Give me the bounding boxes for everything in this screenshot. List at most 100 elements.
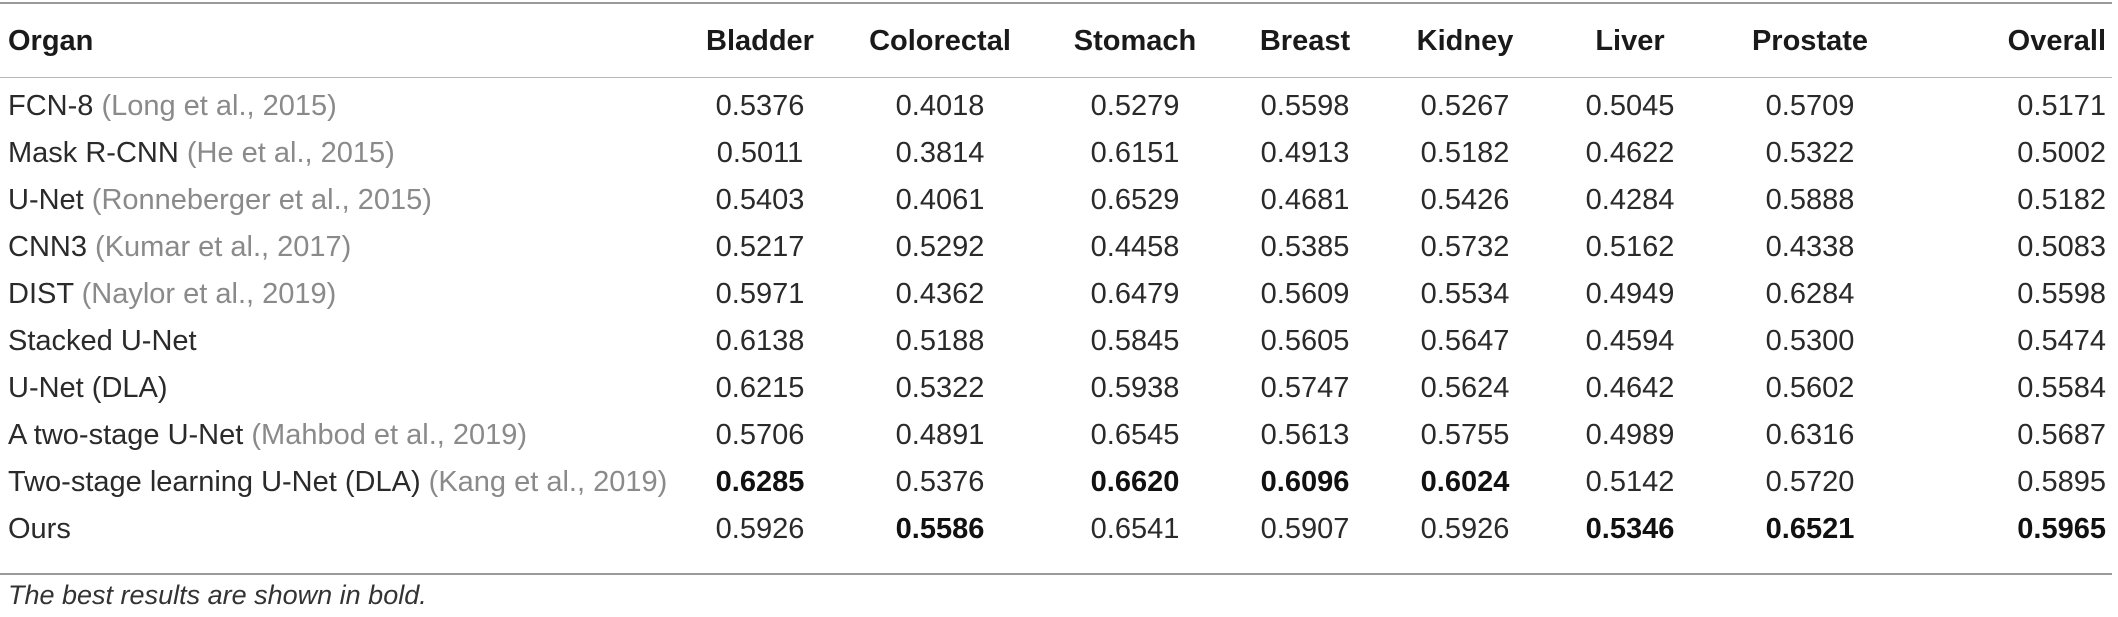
citation-link[interactable]: (Mahbod et al., 2019) (251, 419, 528, 451)
value-cell: 0.6479 (1090, 278, 1180, 310)
header-cell: Liver (1595, 25, 1665, 57)
value-cell: 0.5602 (1765, 372, 1855, 404)
value-cell: 0.5376 (895, 466, 985, 498)
table-footnote: The best results are shown in bold. (8, 580, 427, 610)
value-cell: 0.5965 (2017, 513, 2106, 545)
value-cell: 0.5598 (2017, 278, 2106, 310)
value-cell: 0.4622 (1585, 137, 1675, 169)
table-row: Ours 0.5926 0.5586 0.6541 0.5907 0.5926 0.5346… (0, 506, 2112, 553)
method-name: CNN3 (8, 231, 87, 263)
citation-link[interactable]: (He et al., 2015) (186, 137, 395, 169)
value-cell: 0.5300 (1765, 325, 1855, 357)
value-cell: 0.5888 (1765, 184, 1855, 216)
table-row: Two-stage learning U-Net (DLA) (Kang et … (0, 459, 2112, 506)
value-cell: 0.5747 (1260, 372, 1350, 404)
table-row: CNN3 (Kumar et al., 2017) 0.5217 0.5292 0.4… (0, 224, 2112, 271)
value-cell: 0.4284 (1585, 184, 1675, 216)
value-cell: 0.6284 (1765, 278, 1855, 310)
value-cell: 0.6215 (715, 372, 805, 404)
table-row: A two-stage U-Net (Mahbod et al., 2019) 0… (0, 412, 2112, 459)
value-cell: 0.5971 (715, 278, 805, 310)
method-cell: DIST (Naylor et al., 2019) (0, 271, 680, 318)
citation-link[interactable]: (Kumar et al., 2017) (95, 231, 352, 263)
value-cell: 0.4018 (895, 90, 985, 122)
value-cell: 0.5613 (1260, 419, 1350, 451)
bottom-rule (0, 573, 2112, 575)
value-cell: 0.5322 (1765, 137, 1855, 169)
value-cell: 0.6620 (1090, 466, 1180, 498)
method-name: Two-stage learning U-Net (DLA) (8, 466, 421, 498)
value-cell: 0.3814 (895, 137, 985, 169)
value-cell: 0.4642 (1585, 372, 1675, 404)
value-cell: 0.5895 (2017, 466, 2106, 498)
header-cell: Kidney (1416, 25, 1514, 57)
value-cell: 0.6521 (1765, 513, 1855, 545)
value-cell: 0.5598 (1260, 90, 1350, 122)
header-cell: Colorectal (869, 25, 1011, 57)
value-cell: 0.5045 (1585, 90, 1675, 122)
value-cell: 0.5732 (1420, 231, 1510, 263)
value-cell: 0.5584 (2017, 372, 2106, 404)
value-cell: 0.5002 (2017, 137, 2106, 169)
table-row: Mask R-CNN (He et al., 2015) 0.5011 0.3814… (0, 130, 2112, 177)
value-cell: 0.5403 (715, 184, 805, 216)
value-cell: 0.5171 (2017, 90, 2106, 122)
value-cell: 0.5926 (1420, 513, 1510, 545)
value-cell: 0.4594 (1585, 325, 1675, 357)
method-cell: A two-stage U-Net (Mahbod et al., 2019) (0, 412, 680, 459)
value-cell: 0.6541 (1090, 513, 1180, 545)
citation-link[interactable]: (Kang et al., 2019) (428, 466, 668, 498)
value-cell: 0.6151 (1090, 137, 1180, 169)
value-cell: 0.6545 (1090, 419, 1180, 451)
method-cell: Stacked U-Net (0, 318, 680, 365)
header-rule (0, 77, 2112, 78)
value-cell: 0.5292 (895, 231, 985, 263)
value-cell: 0.5647 (1420, 325, 1510, 357)
value-cell: 0.5938 (1090, 372, 1180, 404)
value-cell: 0.5322 (895, 372, 985, 404)
value-cell: 0.4362 (895, 278, 985, 310)
value-cell: 0.6096 (1260, 466, 1350, 498)
method-name: Mask R-CNN (8, 137, 179, 169)
citation-link[interactable]: (Long et al., 2015) (101, 90, 337, 122)
method-name: FCN-8 (8, 90, 94, 122)
table-row: U-Net (DLA) 0.6215 0.5322 0.5938 0.5747 0.562… (0, 365, 2112, 412)
value-cell: 0.5217 (715, 231, 805, 263)
value-cell: 0.5182 (2017, 184, 2106, 216)
value-cell: 0.5605 (1260, 325, 1350, 357)
method-cell: FCN-8 (Long et al., 2015) (0, 77, 680, 130)
header-row: Organ Bladder Colorectal Stomach Breast … (0, 6, 2112, 77)
value-cell: 0.5720 (1765, 466, 1855, 498)
value-cell: 0.4949 (1585, 278, 1675, 310)
value-cell: 0.4458 (1090, 231, 1180, 263)
value-cell: 0.5609 (1260, 278, 1350, 310)
value-cell: 0.4338 (1765, 231, 1855, 263)
value-cell: 0.5624 (1420, 372, 1510, 404)
value-cell: 0.4061 (895, 184, 985, 216)
value-cell: 0.5267 (1420, 90, 1510, 122)
method-name: U-Net (8, 184, 84, 216)
value-cell: 0.6285 (715, 466, 805, 498)
value-cell: 0.5376 (715, 90, 805, 122)
table-row: DIST (Naylor et al., 2019) 0.5971 0.4362 0.… (0, 271, 2112, 318)
header-cell: Organ (8, 25, 94, 57)
table-row: U-Net (Ronneberger et al., 2015) 0.5403 0.… (0, 177, 2112, 224)
value-cell: 0.5709 (1765, 90, 1855, 122)
value-cell: 0.5426 (1420, 184, 1510, 216)
value-cell: 0.5474 (2017, 325, 2106, 357)
citation-link[interactable]: (Naylor et al., 2019) (81, 278, 337, 310)
value-cell: 0.5845 (1090, 325, 1180, 357)
value-cell: 0.4891 (895, 419, 985, 451)
value-cell: 0.5182 (1420, 137, 1510, 169)
value-cell: 0.5385 (1260, 231, 1350, 263)
value-cell: 0.6529 (1090, 184, 1180, 216)
method-cell: U-Net (Ronneberger et al., 2015) (0, 177, 680, 224)
value-cell: 0.5279 (1090, 90, 1180, 122)
value-cell: 0.5907 (1260, 513, 1350, 545)
value-cell: 0.5346 (1585, 513, 1675, 545)
header-cell: Stomach (1073, 25, 1197, 57)
results-table: Organ Bladder Colorectal Stomach Breast … (0, 6, 2112, 553)
method-name: DIST (8, 278, 74, 310)
citation-link[interactable]: (Ronneberger et al., 2015) (91, 184, 432, 216)
method-name: A two-stage U-Net (8, 419, 244, 451)
